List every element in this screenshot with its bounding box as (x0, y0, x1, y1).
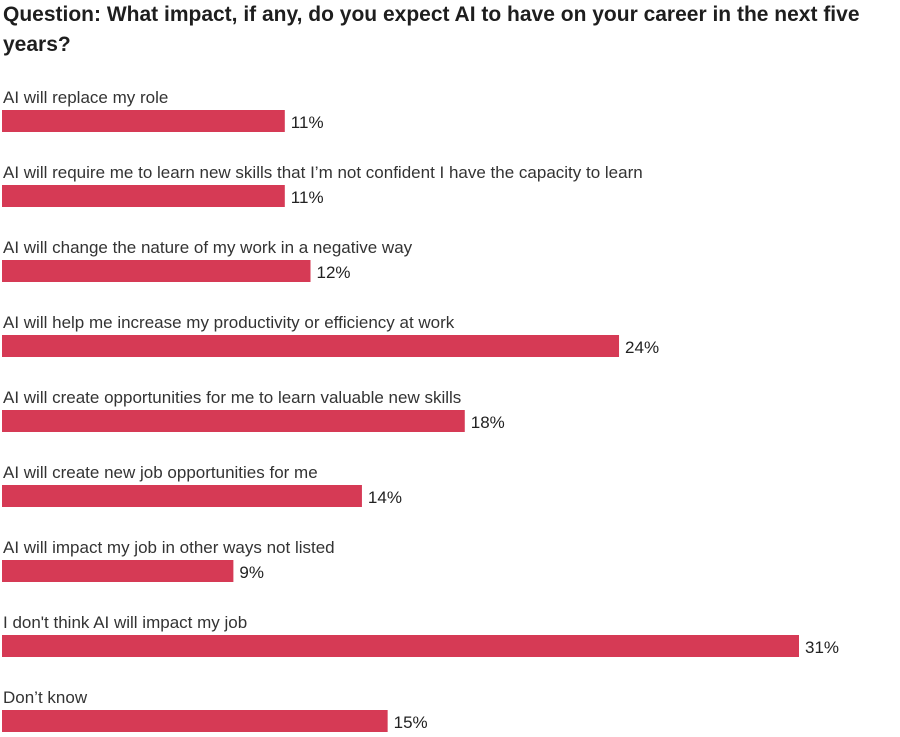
bar (2, 110, 285, 132)
category-label: AI will create opportunities for me to l… (3, 388, 461, 407)
value-label: 31% (805, 638, 839, 657)
value-label: 14% (368, 488, 402, 507)
value-label: 12% (317, 263, 351, 282)
bar (2, 410, 465, 432)
category-label: AI will change the nature of my work in … (3, 238, 413, 257)
bar (2, 560, 234, 582)
value-label: 11% (291, 188, 324, 207)
category-label: AI will require me to learn new skills t… (3, 163, 643, 182)
value-label: 18% (471, 413, 505, 432)
category-label: AI will replace my role (3, 88, 168, 107)
bar (2, 260, 311, 282)
chart-title: Question: What impact, if any, do you ex… (3, 3, 860, 56)
value-label: 24% (625, 338, 659, 357)
bar (2, 335, 620, 357)
category-label: AI will impact my job in other ways not … (3, 538, 335, 557)
bar (2, 710, 388, 732)
value-label: 15% (394, 713, 428, 732)
category-label: AI will help me increase my productivity… (3, 313, 455, 332)
value-label: 11% (291, 113, 324, 132)
value-label: 9% (239, 563, 264, 582)
bar (2, 485, 362, 507)
bar (2, 185, 285, 207)
bar (2, 635, 799, 657)
category-label: AI will create new job opportunities for… (3, 463, 318, 482)
category-label: Don’t know (3, 688, 88, 707)
category-label: I don't think AI will impact my job (3, 613, 247, 632)
